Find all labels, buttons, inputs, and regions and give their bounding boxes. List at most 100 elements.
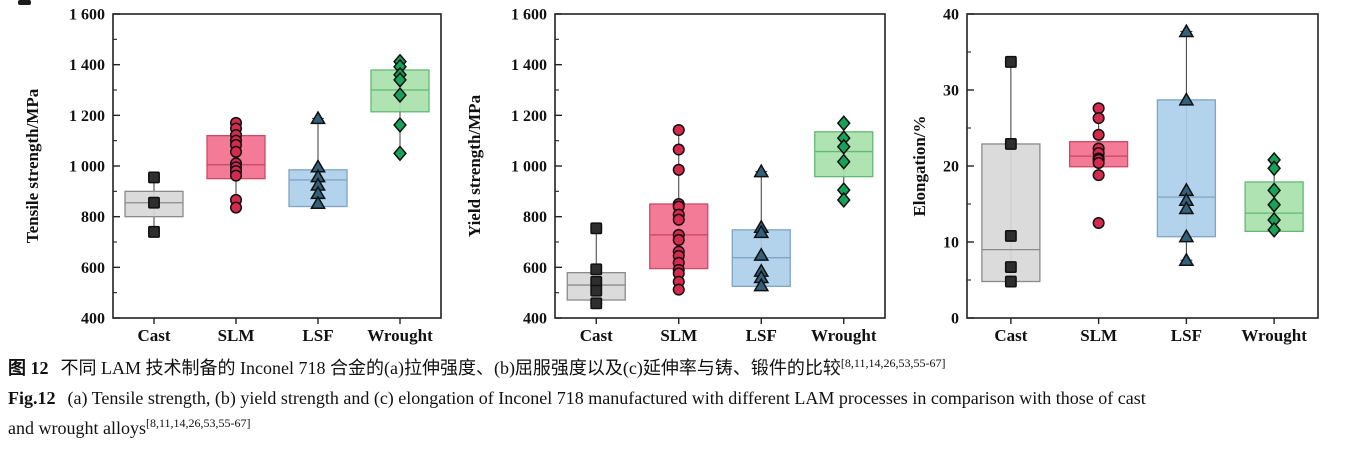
y-tick-label: 400 xyxy=(81,311,105,328)
triangle-marker xyxy=(753,163,770,178)
triangle-marker xyxy=(753,224,770,239)
y-tick-label: 1 400 xyxy=(511,57,547,74)
x-category-label: SLM xyxy=(218,326,255,345)
box-lsf xyxy=(1156,99,1217,238)
plot-frame xyxy=(112,13,442,319)
triangle-marker xyxy=(310,195,326,209)
y-tick-label: 600 xyxy=(523,260,547,277)
square-marker xyxy=(1004,229,1017,242)
figure-caption: 图 12 不同 LAM 技术制备的 Inconel 718 合金的(a)拉伸强度、… xyxy=(8,353,1356,443)
chart-panel-a: 400 600 800 1 000 1 200 1 400 1 600 Cast SLM LSF W… xyxy=(23,7,442,345)
triangle-marker xyxy=(1178,228,1195,243)
square-marker xyxy=(590,284,603,297)
y-tick-label: 1 000 xyxy=(511,159,547,176)
caption-zh-refs: [8,11,14,26,53,55-67] xyxy=(840,356,946,370)
diamond-marker xyxy=(1267,196,1282,213)
caption-en-text: (a) Tensile strength, (b) yield strength… xyxy=(67,388,1146,408)
circle-marker xyxy=(1092,128,1105,141)
y-axis-label: Yield strength/MPa xyxy=(465,94,484,237)
caption-line-en2: and wrought alloys[8,11,14,26,53,55-67] xyxy=(8,413,1356,443)
scan-artifact-mark xyxy=(18,0,31,5)
y-tick-label: 10 xyxy=(943,235,959,252)
square-marker xyxy=(1004,138,1017,150)
y-tick-label: 1 200 xyxy=(69,108,105,125)
triangle-marker xyxy=(310,110,326,125)
diamond-marker xyxy=(1267,221,1282,238)
square-marker xyxy=(148,171,160,184)
chart-panel-c: 0 10 20 30 40 Cast SLM LSF Wrought Elongation/% xyxy=(910,7,1319,345)
triangle-marker xyxy=(1178,252,1195,266)
triangle-marker xyxy=(753,277,770,292)
circle-marker xyxy=(672,123,685,137)
y-axis-label: Elongation/% xyxy=(910,115,929,216)
y-tick-label: 20 xyxy=(943,159,959,176)
diamond-marker xyxy=(393,71,407,88)
circle-marker xyxy=(672,233,685,247)
y-tick-label: 0 xyxy=(951,311,959,328)
circle-marker xyxy=(229,201,243,214)
circle-marker xyxy=(1092,216,1105,230)
circle-marker xyxy=(1092,169,1105,182)
caption-line-en: Fig.12 (a) Tensile strength, (b) yield st… xyxy=(8,383,1356,413)
y-tick-label: 1 600 xyxy=(69,7,105,24)
diamond-marker xyxy=(1267,160,1282,177)
circle-marker xyxy=(229,145,243,158)
y-tick-label: 40 xyxy=(943,7,959,24)
x-category-label: SLM xyxy=(660,326,697,345)
x-category-label: Cast xyxy=(137,326,170,345)
y-tick-label: 30 xyxy=(943,83,959,100)
caption-line-zh: 图 12 不同 LAM 技术制备的 Inconel 718 合金的(a)拉伸强度、… xyxy=(8,353,1356,383)
y-tick-label: 400 xyxy=(523,311,547,328)
caption-zh-text: 不同 LAM 技术制备的 Inconel 718 合金的(a)拉伸强度、(b)屈… xyxy=(60,358,841,378)
square-marker xyxy=(590,297,603,310)
triangle-marker xyxy=(1178,91,1195,106)
y-tick-label: 600 xyxy=(81,260,105,277)
circle-marker xyxy=(1092,102,1105,115)
y-tick-label: 1 000 xyxy=(69,159,105,176)
y-tick-label: 1 200 xyxy=(511,108,547,125)
y-axis-label: Tensile strength/MPa xyxy=(23,88,42,243)
caption-zh-label: 图 12 xyxy=(8,358,49,378)
square-marker xyxy=(148,225,160,238)
square-marker xyxy=(1004,275,1017,288)
circle-marker xyxy=(672,143,685,156)
circle-marker xyxy=(672,213,685,226)
chart-panel-b: 400 600 800 1 000 1 200 1 400 1 600 Cast SLM LSF W… xyxy=(465,7,886,345)
square-marker xyxy=(1004,261,1017,274)
x-category-label: Wrought xyxy=(1241,326,1307,345)
x-category-label: LSF xyxy=(1171,326,1202,345)
square-marker xyxy=(148,196,160,209)
circle-marker xyxy=(1092,156,1105,170)
square-marker xyxy=(590,263,603,276)
caption-en-refs: [8,11,14,26,53,55-67] xyxy=(145,416,251,430)
x-category-label: Wrought xyxy=(811,326,877,345)
circle-marker xyxy=(672,283,685,296)
diamond-marker xyxy=(393,145,407,162)
x-category-label: Wrought xyxy=(367,326,433,345)
x-category-label: Cast xyxy=(580,326,613,345)
circle-marker xyxy=(229,169,243,182)
triangle-marker xyxy=(1178,200,1195,215)
diamond-marker xyxy=(836,191,851,209)
square-marker xyxy=(590,222,603,235)
y-tick-label: 1 600 xyxy=(511,7,547,24)
caption-en-label: Fig.12 xyxy=(8,388,56,408)
x-category-label: Cast xyxy=(994,326,1027,345)
y-tick-label: 800 xyxy=(523,209,547,226)
circle-marker xyxy=(1092,112,1105,125)
x-category-label: LSF xyxy=(302,326,333,345)
y-tick-label: 1 400 xyxy=(69,57,105,74)
caption-en-text2: and wrought alloys xyxy=(8,418,146,438)
charts: 400 600 800 1 000 1 200 1 400 1 600 Cast SLM LSF W… xyxy=(23,7,1319,345)
diamond-marker xyxy=(836,153,851,170)
circle-marker xyxy=(672,163,685,176)
y-tick-label: 800 xyxy=(81,209,105,226)
diamond-marker xyxy=(393,87,407,104)
x-category-label: SLM xyxy=(1080,326,1117,345)
triangle-marker xyxy=(753,247,770,261)
box-cast xyxy=(981,143,1041,283)
square-marker xyxy=(1004,55,1017,68)
diamond-marker xyxy=(393,116,407,134)
triangle-marker xyxy=(1178,23,1195,38)
